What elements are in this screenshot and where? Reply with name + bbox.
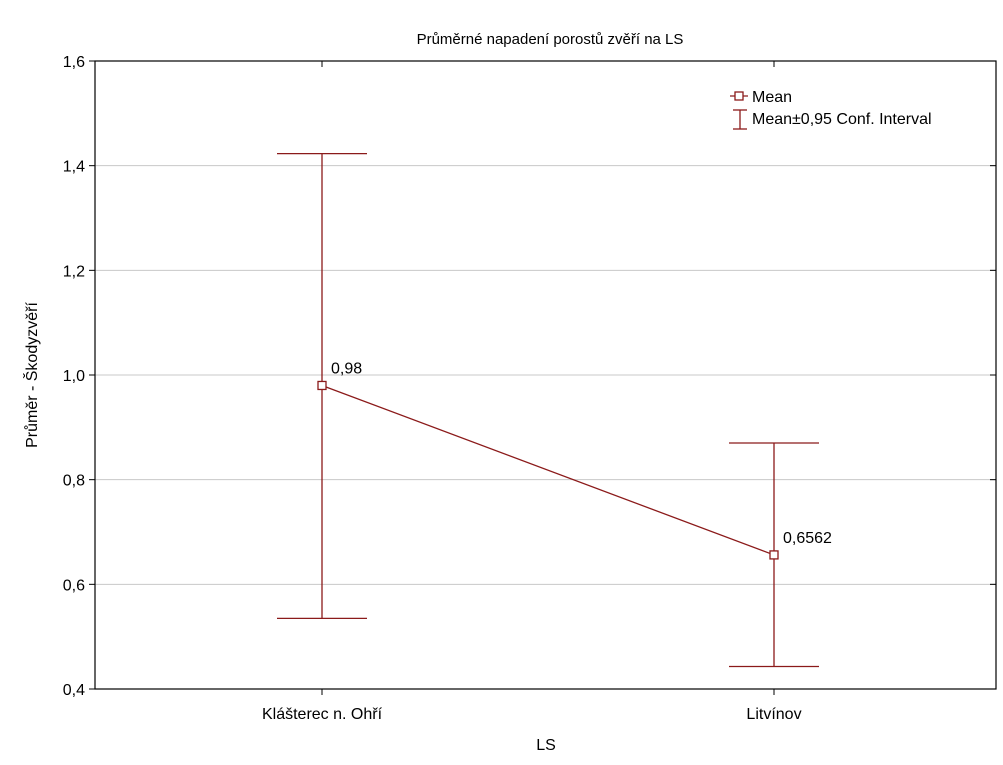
data-label: 0,6562 [783,530,832,547]
series-layer: 0,98 0,6562 [277,152,832,668]
x-tick-label: Klášterec n. Ohří [262,706,383,723]
y-tick-label: 0,8 [63,473,85,490]
mean-line [321,384,775,556]
x-axis-title: LS [536,737,556,754]
mean-marker [769,550,779,560]
data-label: 0,98 [331,360,362,377]
legend-mean-marker-icon [730,91,748,101]
legend-mean-label: Mean [752,89,792,106]
legend-error-bar-icon [733,109,747,130]
y-tick-label: 1,0 [63,368,85,385]
y-tick-label: 0,4 [63,682,85,699]
chart-title: Průměrné napadení porostů zvěří na LS [417,31,684,48]
axis-ticks: 0,4 0,6 0,8 1,0 1,2 1,4 1,6 Klášterec n. Ohří Li… [63,54,996,723]
grid-lines [95,165,996,585]
legend: Mean Mean±0,95 Conf. Interval [730,89,932,130]
y-tick-label: 1,2 [63,263,85,280]
legend-mean-box [734,91,744,101]
mean-marker [317,380,327,391]
y-tick-label: 1,6 [63,54,85,71]
y-tick-label: 0,6 [63,577,85,594]
legend-error-bar-label: Mean±0,95 Conf. Interval [752,111,932,128]
y-tick-label: 1,4 [63,159,85,176]
plot-frame [94,60,997,690]
x-tick-label: Litvínov [746,706,801,723]
y-axis-title: Průměr - Škodyzvěří [22,302,41,448]
